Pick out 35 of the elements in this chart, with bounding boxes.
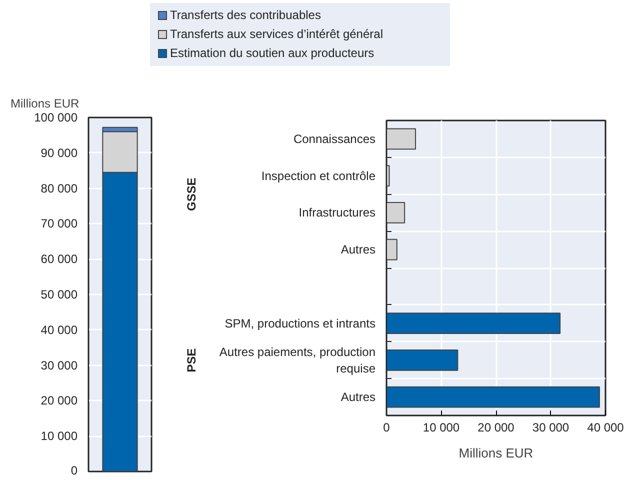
x-tick-label: 0	[383, 420, 390, 434]
y-tick-label: Inspection et contrôle	[261, 168, 376, 183]
y-tick-label: 50 000	[40, 288, 78, 302]
y-tick-label: 100 000	[34, 110, 78, 124]
y-tick-label: 20 000	[40, 394, 78, 408]
x-tick-label: 30 000	[532, 420, 570, 434]
x-tick-label: 20 000	[478, 420, 515, 434]
y-tick-label: 60 000	[40, 252, 78, 266]
y-tick-label: 40 000	[40, 322, 78, 337]
x-tick-label: 10 000	[422, 420, 460, 434]
y-tick-label: Connaissances	[293, 132, 376, 146]
y-tick-label: Autres	[340, 242, 376, 257]
y-axis-title: Millions EUR	[10, 96, 80, 110]
x-tick-label: 40 000	[587, 420, 624, 434]
bar	[386, 202, 406, 224]
bar	[386, 238, 398, 260]
x-axis-title: Millions EUR	[458, 446, 534, 460]
bar	[386, 312, 561, 334]
y-tick-label: 30 000	[40, 358, 78, 372]
y-tick-label: SPM, productions et intrants	[224, 316, 376, 330]
bar	[386, 386, 600, 408]
y-tick-label: 70 000	[40, 216, 78, 231]
y-tick-label: Autres paiements, production requise	[219, 344, 376, 376]
y-tick-label: 80 000	[40, 181, 78, 196]
y-tick-label: 90 000	[40, 146, 78, 160]
legend-label: Transferts des contribuables	[169, 6, 322, 24]
legend-label: Transferts aux services d’intérêt général	[169, 26, 384, 43]
text: PSE	[184, 348, 198, 372]
y-tick-label: Infrastructures	[298, 206, 376, 220]
bar	[386, 350, 458, 371]
bar	[386, 128, 416, 150]
legend-label: Estimation du soutien aux producteurs	[169, 44, 376, 62]
y-tick-label: 0	[70, 464, 78, 478]
y-tick-label: Autres	[340, 390, 376, 404]
text: GSSE	[184, 178, 198, 211]
